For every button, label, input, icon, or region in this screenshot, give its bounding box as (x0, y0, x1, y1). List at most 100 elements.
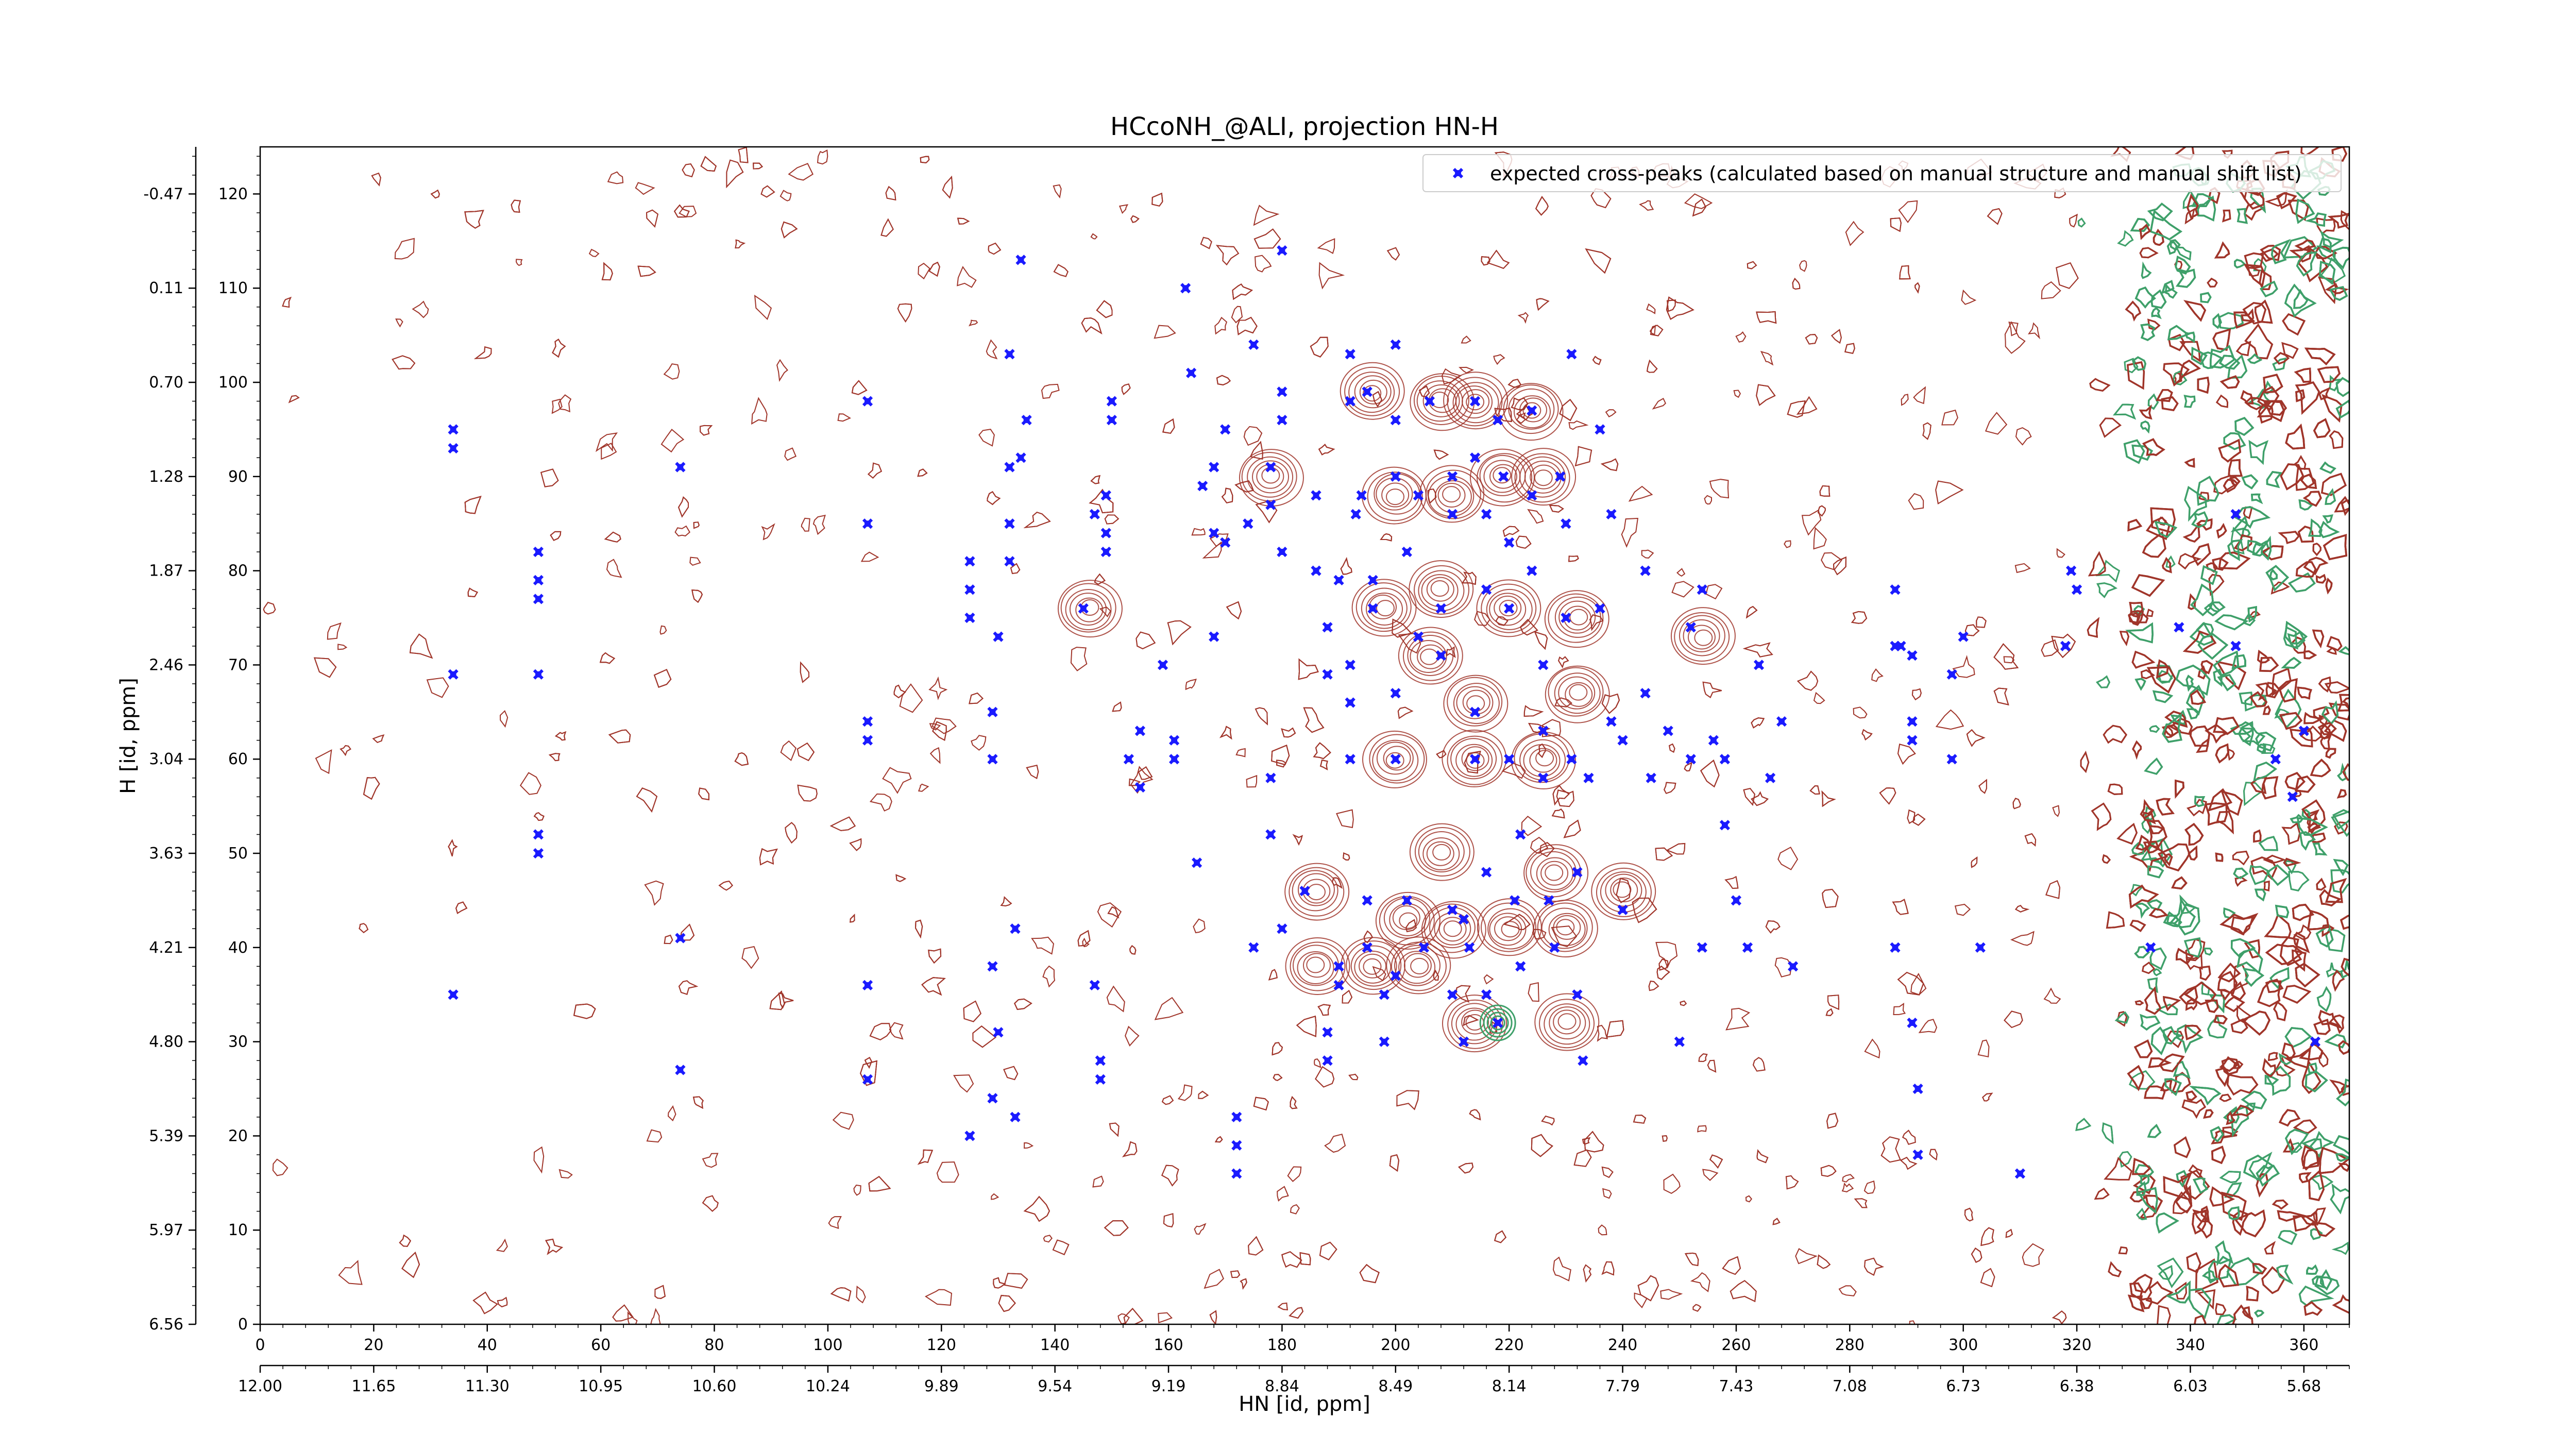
peak-marker-dot (2232, 511, 2239, 517)
contour-line (2316, 574, 2327, 584)
peak-marker (1106, 414, 1117, 426)
contour-line (2207, 1015, 2228, 1039)
peak-marker-dot (1403, 897, 1410, 904)
contour-line (2087, 617, 2100, 638)
contour-line (1602, 1188, 1612, 1199)
x-ppm-axis: 12.00 11.65 11.30 10.95 10.60 10.24 9.89 9.54 9.… (238, 1364, 2350, 1395)
contour-line (1563, 819, 1581, 838)
contour-line (2288, 871, 2310, 891)
peak-marker (1538, 660, 1549, 670)
contour-line (1023, 511, 1051, 528)
peak-contour (1297, 951, 1334, 984)
peak-marker (1583, 772, 1594, 783)
contour-line (1556, 789, 1574, 807)
peak-marker-dot (995, 1029, 1002, 1036)
y-index-tick-label: 20 (228, 1127, 248, 1145)
peak-marker-dot (1381, 991, 1387, 998)
peak-marker (1469, 452, 1481, 463)
contour-line (1209, 1310, 1217, 1324)
contour-line (698, 787, 709, 801)
contour-line (2310, 759, 2331, 778)
contour-line (1253, 1097, 1269, 1111)
contour-line (1281, 727, 1296, 738)
contour-line (1230, 1270, 1241, 1278)
contour-line (2238, 721, 2254, 747)
contour-line (2200, 565, 2218, 585)
peak-contour (1418, 831, 1465, 873)
contour-line (2272, 1199, 2289, 1210)
peak-contour (1060, 583, 1116, 633)
peak-contour (1346, 940, 1402, 990)
peak-contour (1394, 945, 1440, 986)
contour-line (2310, 1174, 2334, 1190)
contour-line (1191, 528, 1206, 536)
contour-line (272, 1158, 289, 1176)
peak-marker (1362, 895, 1372, 906)
contour-line (2241, 528, 2251, 537)
peak-marker-dot (1222, 426, 1229, 433)
peak-contour (1369, 734, 1425, 784)
peak-marker (1946, 754, 1957, 765)
peak-marker (1015, 452, 1026, 463)
peak-marker (1243, 518, 1253, 529)
contour-line (2164, 1078, 2182, 1096)
contour-line (2290, 728, 2313, 748)
x-ppm-tick-label: 6.73 (1946, 1377, 1980, 1395)
peak-contour (1545, 665, 1610, 723)
contour-line (1660, 1289, 1683, 1300)
contour-line (2263, 854, 2286, 864)
contour-line (1226, 601, 1242, 620)
contour-line (2307, 822, 2321, 835)
contour-line (2338, 1162, 2349, 1172)
peak-marker-dot (1676, 1038, 1683, 1045)
contour-line (1971, 856, 1978, 868)
peak-contour (1434, 480, 1472, 513)
contour-line (2311, 1275, 2325, 1289)
peak-marker-dot (1756, 662, 1762, 668)
contour-line (741, 946, 759, 969)
contour-line (2328, 1014, 2345, 1034)
contour-line (702, 1195, 719, 1212)
peak-marker-dot (1335, 982, 1342, 988)
chart-title: HCcoNH_@ALI, projection HN-H (1110, 112, 1499, 141)
legend: expected cross-peaks (calculated based o… (1422, 154, 2342, 192)
contour-line (653, 669, 672, 688)
contour-line (800, 661, 810, 683)
contour-line (1123, 1307, 1144, 1324)
x-index-tick-label: 120 (927, 1336, 956, 1354)
peak-marker-dot (1211, 530, 1217, 536)
contour-line (1929, 1149, 1938, 1161)
contour-line (1655, 847, 1673, 861)
contour-line (1315, 1066, 1335, 1088)
contour-line (969, 692, 984, 704)
x-ppm-tick-label: 10.60 (692, 1377, 737, 1395)
contour-line (1671, 581, 1694, 598)
peak-marker (1004, 556, 1015, 567)
contour-line (2184, 458, 2195, 468)
contour-line (2180, 1169, 2210, 1200)
peak-marker (533, 594, 544, 604)
contour-line (2283, 626, 2298, 650)
contour-line (1162, 418, 1175, 434)
contour-line (691, 589, 703, 603)
x-index-tick-label: 320 (2062, 1336, 2091, 1354)
contour-line (2080, 750, 2090, 773)
peak-marker-dot (1347, 351, 1353, 358)
contour-line (689, 557, 701, 566)
contour-line (2299, 1172, 2312, 1184)
contour-line (2159, 1053, 2185, 1072)
contour-line (1458, 1162, 1474, 1174)
peak-marker-dot (2312, 1038, 2318, 1045)
contour-line (1343, 852, 1350, 861)
contour-line (1582, 1137, 1591, 1145)
peak-marker-dot (1006, 558, 1013, 565)
peak-marker (1538, 772, 1549, 783)
peak-marker-dot (1347, 756, 1353, 763)
contour-line (2257, 744, 2266, 754)
peak-marker (1231, 1111, 1242, 1122)
contour-line (1319, 1241, 1337, 1260)
contour-line (2290, 814, 2304, 823)
peak-marker (1447, 989, 1458, 1000)
contour-line (780, 740, 796, 762)
contour-line (928, 948, 942, 964)
